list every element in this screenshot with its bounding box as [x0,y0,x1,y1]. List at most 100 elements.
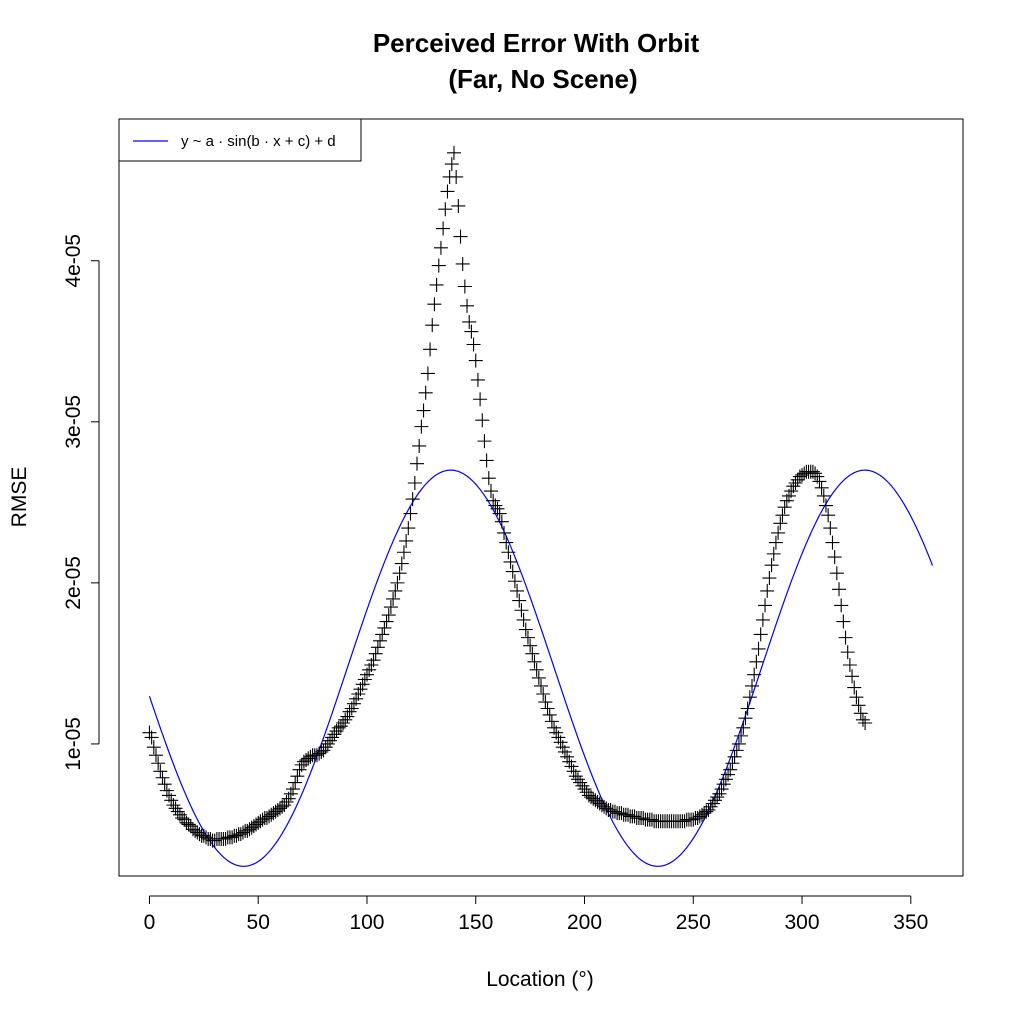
data-point [747,667,762,682]
data-point [155,770,170,785]
data-point [512,593,527,608]
data-point [416,403,431,418]
data-point [366,653,381,668]
data-point [479,453,494,468]
data-point [401,521,416,536]
data-point [738,711,753,726]
data-point [431,258,446,273]
data-point [760,583,775,598]
data-point [505,564,520,579]
data-point [410,456,425,471]
data-point [425,318,440,333]
data-point [514,603,529,618]
data-point [388,583,403,598]
data-point [845,669,860,684]
data-point [727,749,742,764]
data-point [507,574,522,589]
data-point [427,297,442,312]
data-point [816,488,831,503]
data-point [381,608,396,623]
y-tick-label: 1e-05 [62,717,85,771]
data-point [497,525,512,540]
data-point [399,533,414,548]
x-tick-label: 200 [567,911,602,934]
chart-title-line1: Perceived Error With Orbit [373,28,700,58]
x-tick-label: 250 [676,911,711,934]
data-point [342,704,357,719]
data-point [777,500,792,515]
data-point [460,298,475,313]
data-point [492,506,507,521]
data-point [538,695,553,710]
data-point [838,630,853,645]
data-point [468,353,483,368]
data-point [536,686,551,701]
data-point [379,614,394,629]
data-point [853,706,868,721]
plot-frame [118,118,964,877]
data-point [453,229,468,244]
data-point [527,654,542,669]
data-point [499,535,514,550]
x-tick-label: 50 [247,911,270,934]
data-point [823,521,838,536]
data-point [390,575,405,590]
data-point [710,790,725,805]
data-point [481,471,496,486]
scatter-points-layer [142,145,873,848]
data-point [520,630,535,645]
y-tick-label: 3e-05 [62,395,85,449]
data-point [736,720,751,735]
data-point [834,598,849,613]
legend-label: y ~ a · sin(b · x + c) + d [181,133,336,150]
fit-curve [148,469,934,867]
data-point [840,645,855,660]
data-point [529,662,544,677]
data-point [392,566,407,581]
data-point [418,385,433,400]
data-point [768,535,783,550]
data-point [375,627,390,642]
fit-curve-layer [148,469,934,867]
data-point [455,256,470,271]
data-point [751,641,766,656]
data-point [755,612,770,627]
data-point [531,670,546,685]
chart-title-line2: (Far, No Scene) [448,64,637,94]
data-point [758,598,773,613]
data-point [466,337,481,352]
data-point [544,714,559,729]
data-point [288,775,303,790]
data-point [729,743,744,758]
data-point [457,279,472,294]
data-point [436,221,451,236]
data-point [825,535,840,550]
data-point [473,392,488,407]
data-point [771,525,786,540]
data-point [475,413,490,428]
data-point [433,240,448,255]
data-point [812,474,827,489]
x-tick-label: 0 [144,911,156,934]
data-point [403,506,418,521]
data-point [151,756,166,771]
data-point [742,690,757,705]
data-point [516,612,531,627]
data-point [451,198,466,213]
y-tick-label: 2e-05 [62,556,85,610]
x-tick-label: 100 [349,911,384,934]
x-axis-label: Location (°) [486,968,594,991]
data-point [762,571,777,586]
data-point [510,583,525,598]
data-point [723,762,738,777]
data-point [814,480,829,495]
data-point [745,678,759,693]
data-point [488,498,503,513]
data-point [368,646,383,661]
data-point [405,492,420,507]
data-point [157,777,172,792]
x-tick-label: 300 [785,911,820,934]
data-point [764,558,779,573]
data-point [836,614,851,629]
data-point [749,654,764,669]
